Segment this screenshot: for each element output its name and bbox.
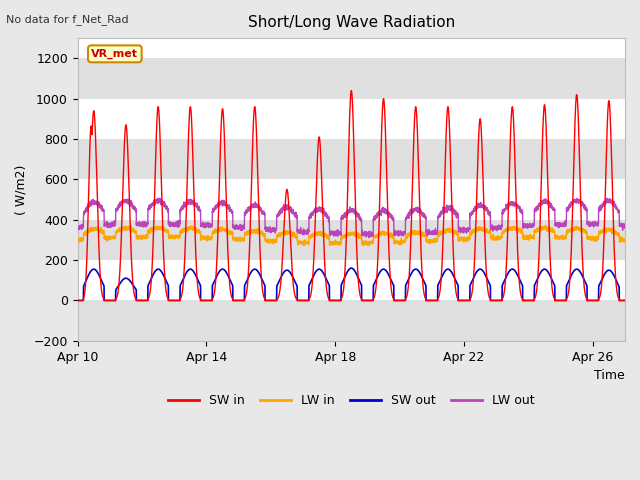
Bar — [77, 300, 625, 341]
Text: VR_met: VR_met — [92, 48, 138, 59]
Legend: SW in, LW in, SW out, LW out: SW in, LW in, SW out, LW out — [163, 389, 540, 412]
Text: No data for f_Net_Rad: No data for f_Net_Rad — [6, 14, 129, 25]
Bar — [77, 58, 625, 99]
Title: Short/Long Wave Radiation: Short/Long Wave Radiation — [248, 15, 455, 30]
X-axis label: Time: Time — [595, 369, 625, 382]
Y-axis label: ( W/m2): ( W/m2) — [15, 164, 28, 215]
Bar — [77, 139, 625, 180]
Bar — [77, 220, 625, 260]
